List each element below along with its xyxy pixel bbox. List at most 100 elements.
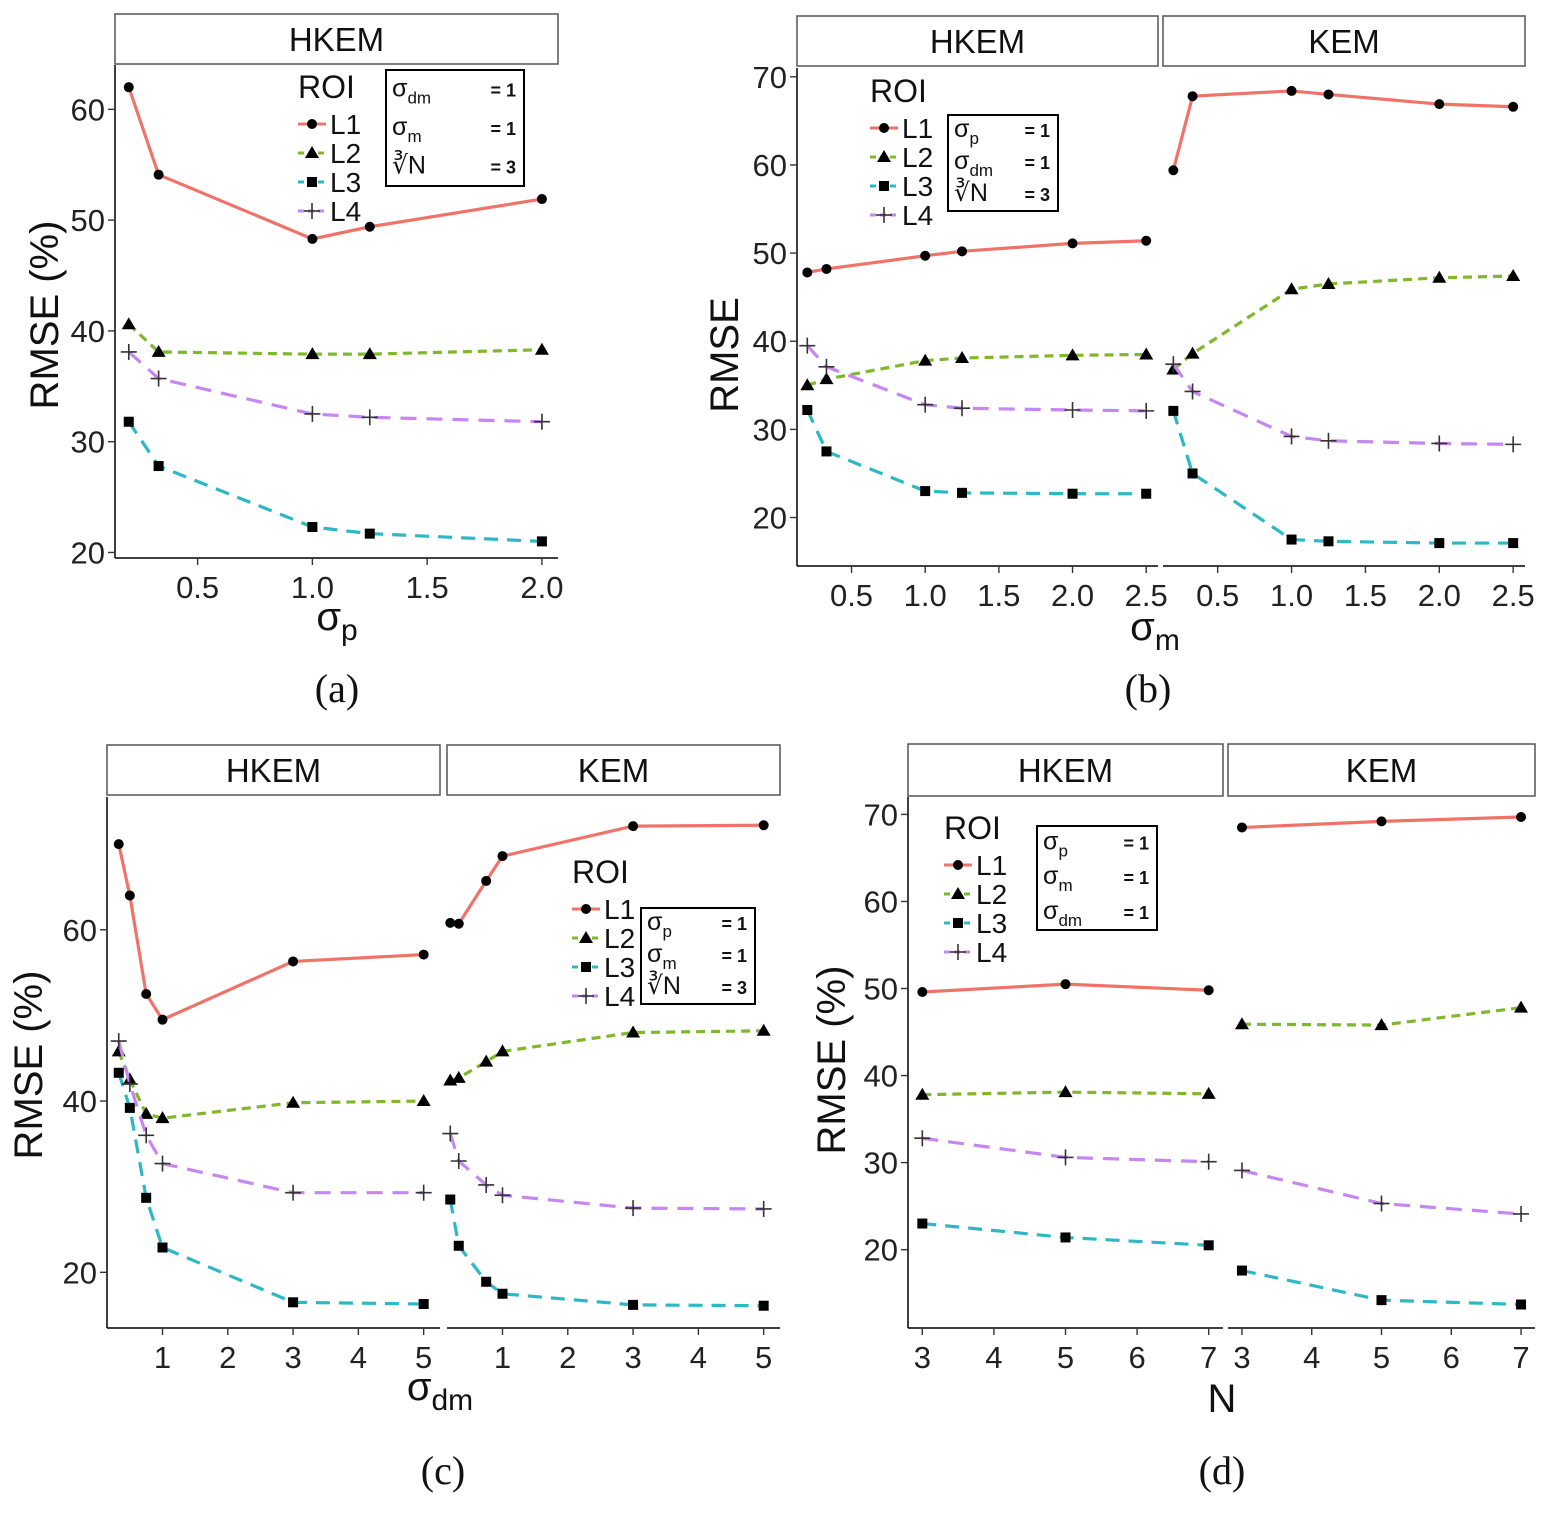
parameter-symbol: σ xyxy=(1043,862,1059,890)
series-l4 xyxy=(1165,356,1522,453)
legend-label: L1 xyxy=(976,850,1007,881)
series-line-l2 xyxy=(127,323,542,356)
parameter-box: σdm = 1σm = 1∛N = 3 xyxy=(385,69,525,187)
panel-hkem: HKEM 3 4 5 6 7 xyxy=(907,743,1224,1375)
parameter-symbol: σ xyxy=(392,74,408,102)
strip-label: KEM xyxy=(578,752,650,789)
data-point xyxy=(138,1127,155,1144)
data-point xyxy=(758,820,769,831)
y-tick-label: 50 xyxy=(864,972,898,1007)
legend-item-l1: L1 xyxy=(572,894,635,925)
x-tick-label: 3 xyxy=(284,1340,301,1375)
data-point xyxy=(157,1014,168,1025)
series-line-l1 xyxy=(117,843,424,1022)
parameter-subscript: p xyxy=(1058,842,1067,861)
data-point xyxy=(1203,985,1214,996)
parameter-box-frame xyxy=(1036,825,1158,931)
legend-key-marker xyxy=(950,944,966,960)
data-point xyxy=(625,1200,642,1217)
parameter-symbol: σ xyxy=(954,115,970,143)
legend-key-marker xyxy=(951,887,965,899)
parameter-symbol: σ xyxy=(1043,897,1059,925)
series-line-l2 xyxy=(1172,274,1514,371)
series-line-l3 xyxy=(127,420,543,543)
parameter-label: ∛N xyxy=(647,971,681,1000)
data-point xyxy=(361,409,378,426)
series-line-l2 xyxy=(117,1050,424,1120)
legend-label: L3 xyxy=(902,171,933,202)
parameter-value: = 1 xyxy=(490,119,516,139)
data-point xyxy=(1165,356,1182,373)
legend-item-l4: L4 xyxy=(298,196,361,227)
data-point xyxy=(536,194,547,205)
data-point xyxy=(1067,488,1078,499)
data-point xyxy=(533,413,550,430)
data-point xyxy=(141,988,152,999)
data-point xyxy=(1283,428,1300,445)
legend-key-marker xyxy=(879,181,889,191)
data-point xyxy=(1513,1205,1530,1222)
series-l1 xyxy=(113,839,429,1025)
parameter-label: σdm xyxy=(954,147,993,180)
legend-label: L4 xyxy=(902,200,933,231)
data-point xyxy=(124,1102,135,1113)
series-line-l2 xyxy=(806,352,1147,387)
data-point xyxy=(800,378,815,391)
data-point xyxy=(415,1184,432,1201)
data-point xyxy=(1138,402,1155,419)
strip-box xyxy=(446,744,781,796)
parameter-subscript: m xyxy=(662,954,676,973)
data-point xyxy=(157,1242,168,1253)
series-line-l1 xyxy=(807,239,1147,275)
strip-box xyxy=(907,743,1224,797)
strip-label: KEM xyxy=(1308,23,1380,60)
data-point xyxy=(1505,436,1522,453)
series-l3 xyxy=(802,404,1152,499)
data-point xyxy=(124,890,135,901)
data-point xyxy=(1506,269,1521,282)
data-point xyxy=(1284,282,1299,295)
series-l3 xyxy=(445,1194,769,1311)
data-point xyxy=(113,1067,124,1078)
data-point xyxy=(920,250,931,261)
legend-label: L2 xyxy=(902,142,933,173)
legend-item-l4: L4 xyxy=(944,937,1007,968)
legend-label: L2 xyxy=(604,923,635,954)
x-tick-label: 7 xyxy=(1200,1340,1217,1375)
x-axis-title-sub: dm xyxy=(432,1384,474,1417)
x-tick-label: 4 xyxy=(690,1340,707,1375)
data-point xyxy=(1184,383,1201,400)
series-l1 xyxy=(802,235,1152,278)
parameter-value: = 1 xyxy=(1123,834,1149,854)
legend-key-marker xyxy=(304,203,320,219)
panel-hkem: HKEM 0.5 1.0 1.5 2.0 2.5 xyxy=(796,15,1168,613)
series-line-l3 xyxy=(117,1072,424,1306)
series-l4 xyxy=(120,343,550,430)
data-point xyxy=(818,358,835,375)
series-l1 xyxy=(123,82,547,244)
data-point xyxy=(1373,1195,1390,1212)
series-l4 xyxy=(799,337,1155,419)
data-point xyxy=(450,1152,467,1169)
data-point xyxy=(123,416,134,427)
data-point xyxy=(121,317,136,330)
data-point xyxy=(497,851,508,862)
legend-label: L2 xyxy=(330,138,361,169)
data-point xyxy=(917,396,934,413)
data-point xyxy=(288,956,299,967)
data-point xyxy=(481,875,492,886)
parameter-symbol: σ xyxy=(647,940,663,968)
y-tick-label: 50 xyxy=(753,236,787,271)
data-point xyxy=(1067,238,1078,249)
data-point xyxy=(821,446,832,457)
x-tick-label: 4 xyxy=(985,1340,1002,1375)
data-point xyxy=(120,343,137,360)
data-point xyxy=(1286,85,1297,96)
data-point xyxy=(1434,538,1445,549)
legend-item-l3: L3 xyxy=(298,167,361,198)
data-point xyxy=(1236,1265,1247,1276)
data-point xyxy=(918,353,933,366)
